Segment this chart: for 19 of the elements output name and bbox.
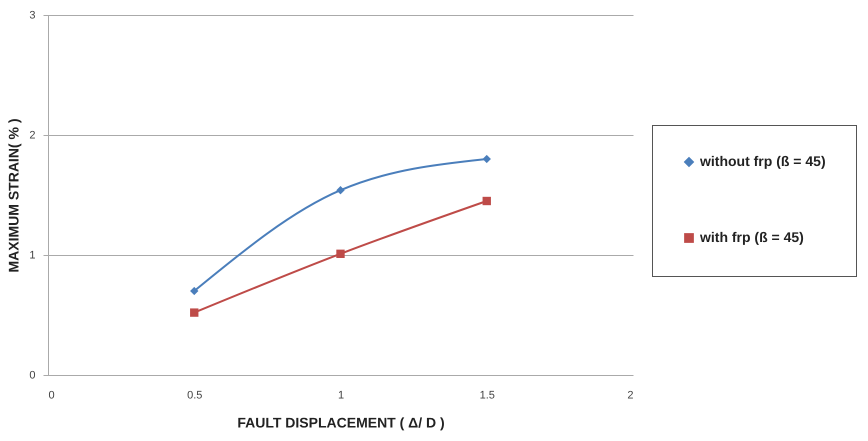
point	[482, 196, 491, 206]
legend-label: without frp (ß = 45)	[699, 153, 826, 169]
y-axis-title: MAXIMUM STRAIN( % )	[5, 118, 22, 272]
x-tick-label: 1.5	[480, 390, 495, 402]
point	[336, 186, 345, 194]
point	[190, 308, 198, 317]
y-tick-label: 1	[29, 250, 36, 262]
y-tick-label: 2	[29, 130, 36, 142]
x-tick-label: 0	[48, 390, 55, 402]
x-tick-label: 1	[338, 390, 344, 402]
point	[482, 154, 491, 164]
point	[190, 286, 198, 296]
point	[336, 250, 345, 258]
x-tick-label: 2	[627, 390, 634, 402]
y-tick-label: 0	[29, 370, 36, 382]
legend-label: with frp (ß = 45)	[699, 229, 804, 245]
x-axis-title: FAULT DISPLACEMENT ( Δ/ D )	[237, 414, 445, 430]
x-tick-label: 0.5	[187, 390, 202, 402]
y-tick-label: 3	[29, 10, 36, 22]
